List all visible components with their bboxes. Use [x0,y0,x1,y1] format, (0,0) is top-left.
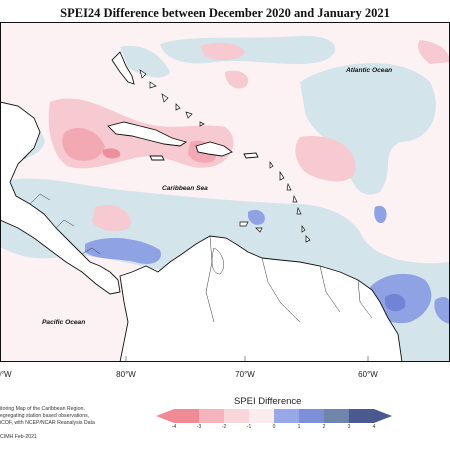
hispaniola-island [195,141,233,157]
central-america-land [0,101,121,295]
legend-cell [174,409,199,423]
pacific-ocean-label: Pacific Ocean [42,319,85,326]
strongest-negative-areas [103,148,121,159]
legend-title: SPEI Difference [234,396,302,407]
legend-tick-label: 3 [347,424,351,430]
legend-cell [274,409,299,423]
lon-label-60w: 60°W [358,370,378,379]
caribbean-sea-label: Caribbean Sea [162,185,208,192]
legend-tick-label: -1 [246,424,252,430]
legend-colorbar [156,409,392,423]
legend-tick-label: -3 [196,424,202,430]
cuba-island [107,121,188,147]
legend-cell [349,409,374,423]
legend-tick-label: -2 [221,424,227,430]
legend-tick-label: 4 [372,424,376,430]
legend-tick-label: 0 [272,424,276,430]
country-borders [29,193,373,323]
legend-cell [324,409,349,423]
coastlines [0,51,403,362]
stronger-positive-areas [385,293,406,312]
atlantic-ocean-label: Atlantic Ocean [345,67,392,74]
credit-line-3: iCOF, with NCEP/NCAR Reanalysis Data [0,420,95,426]
small-islands [139,69,311,243]
legend-cell [224,409,249,423]
legend-arrow-low [156,409,174,423]
south-america-land [119,235,403,362]
lon-label-70w: 70°W [235,370,255,379]
legend-cell [299,409,324,423]
legend-tick-label: 2 [322,424,326,430]
lon-label-0: 0°W [0,370,12,379]
puerto-rico-island [243,152,259,159]
jamaica-island [149,155,165,161]
florida-land [111,51,135,85]
lon-label-80w: 80°W [116,370,136,379]
credit-line-1: itoring Map of the Caribbean Region. [0,406,85,412]
credit-line-2: egregating station based observations, [0,413,90,419]
spei-map: Atlantic Ocean Caribbean Sea Pacific Oce… [0,22,450,362]
legend-cell [249,409,274,423]
legend-tick-label: 1 [297,424,301,430]
legend-arrow-high [374,409,392,423]
credit-footer: CIMH Feb-2021 [0,434,37,440]
legend-cell [199,409,224,423]
legend-tick-label: -4 [171,424,177,430]
map-title: SPEI24 Difference between December 2020 … [60,6,390,20]
